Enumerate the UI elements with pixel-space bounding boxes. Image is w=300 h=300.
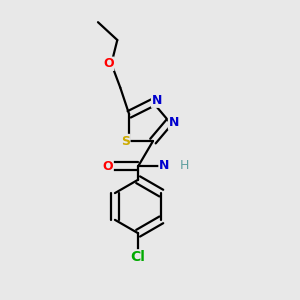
Text: S: S: [121, 135, 130, 148]
Text: O: O: [103, 160, 113, 173]
Text: Cl: Cl: [131, 250, 146, 264]
Text: N: N: [159, 159, 169, 172]
Text: O: O: [103, 57, 114, 70]
Text: N: N: [169, 116, 179, 129]
Text: H: H: [179, 159, 189, 172]
Text: N: N: [152, 94, 162, 107]
